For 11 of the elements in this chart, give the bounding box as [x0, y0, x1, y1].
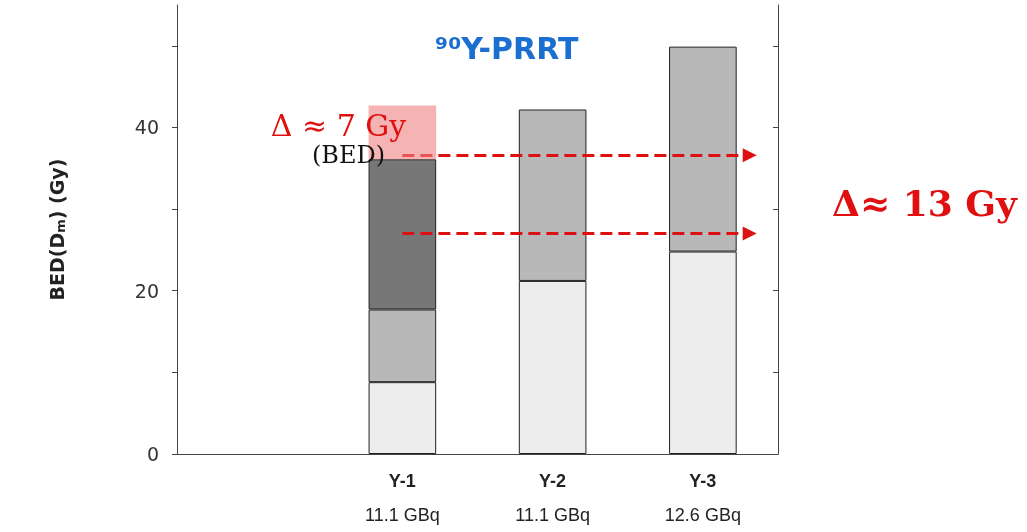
x-tick-label: Y-1 11.1 GBq — [365, 471, 440, 525]
x-tick-label: Y-2 11.1 GBq — [515, 471, 590, 525]
y-tick-label: 20 — [134, 279, 159, 302]
x-tick-label: Y-3 12.6 GBq — [664, 471, 741, 525]
y-tick-label: 0 — [146, 443, 159, 465]
annotation: (BED) — [312, 141, 386, 170]
text: Δ≈ 13 Gy — [832, 182, 1019, 224]
annotation: Δ ≈ 7 Gy — [270, 107, 407, 143]
text: ⁹⁰Y-PRRT — [435, 30, 579, 66]
y-tick-label: 40 — [134, 116, 159, 139]
y-axis-title: BED(Dm) (Gy) — [45, 158, 68, 301]
